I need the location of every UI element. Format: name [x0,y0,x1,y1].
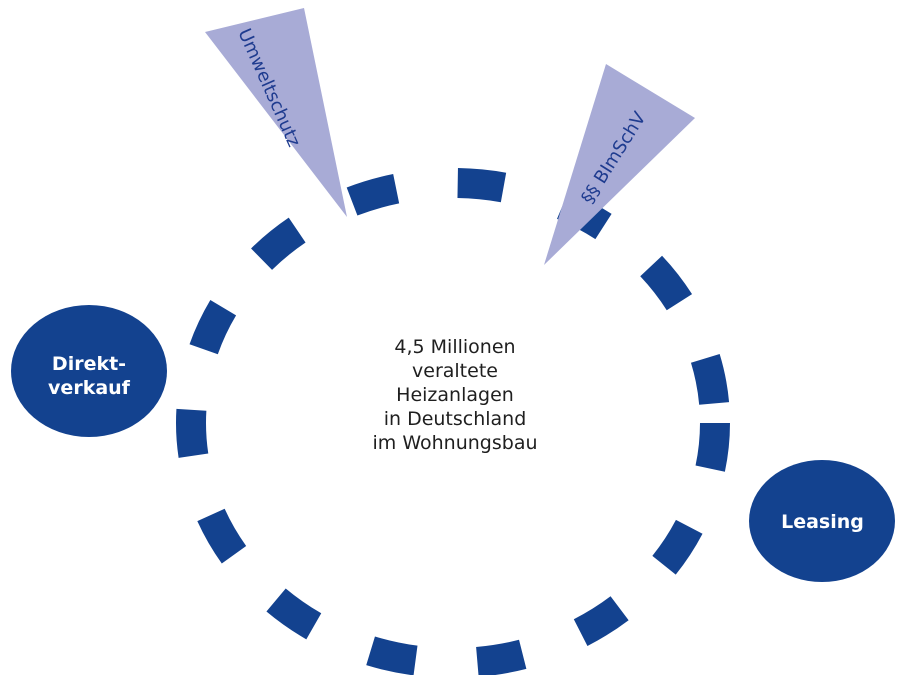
leasing-label: Leasing [750,510,895,534]
leasing-node [749,460,895,582]
center-line-5: im Wohnungsbau [372,432,538,454]
direktverkauf-label: Direkt- verkauf [12,352,166,400]
center-line-1: 4,5 Millionen [394,336,516,358]
center-text: 4,5 Millionen veraltete Heizanlagen in D… [330,335,580,455]
direktverkauf-line-1: Direkt- [51,353,127,375]
direktverkauf-node [11,305,167,437]
center-line-2: veraltete [412,360,498,382]
leasing-line-1: Leasing [781,511,864,533]
center-line-4: in Deutschland [383,408,527,430]
center-line-3: Heizanlagen [396,384,514,406]
umweltschutz-wedge [205,8,347,217]
direktverkauf-line-2: verkauf [48,377,130,399]
dashed-ring [176,168,730,675]
bimschv-wedge [544,64,695,265]
